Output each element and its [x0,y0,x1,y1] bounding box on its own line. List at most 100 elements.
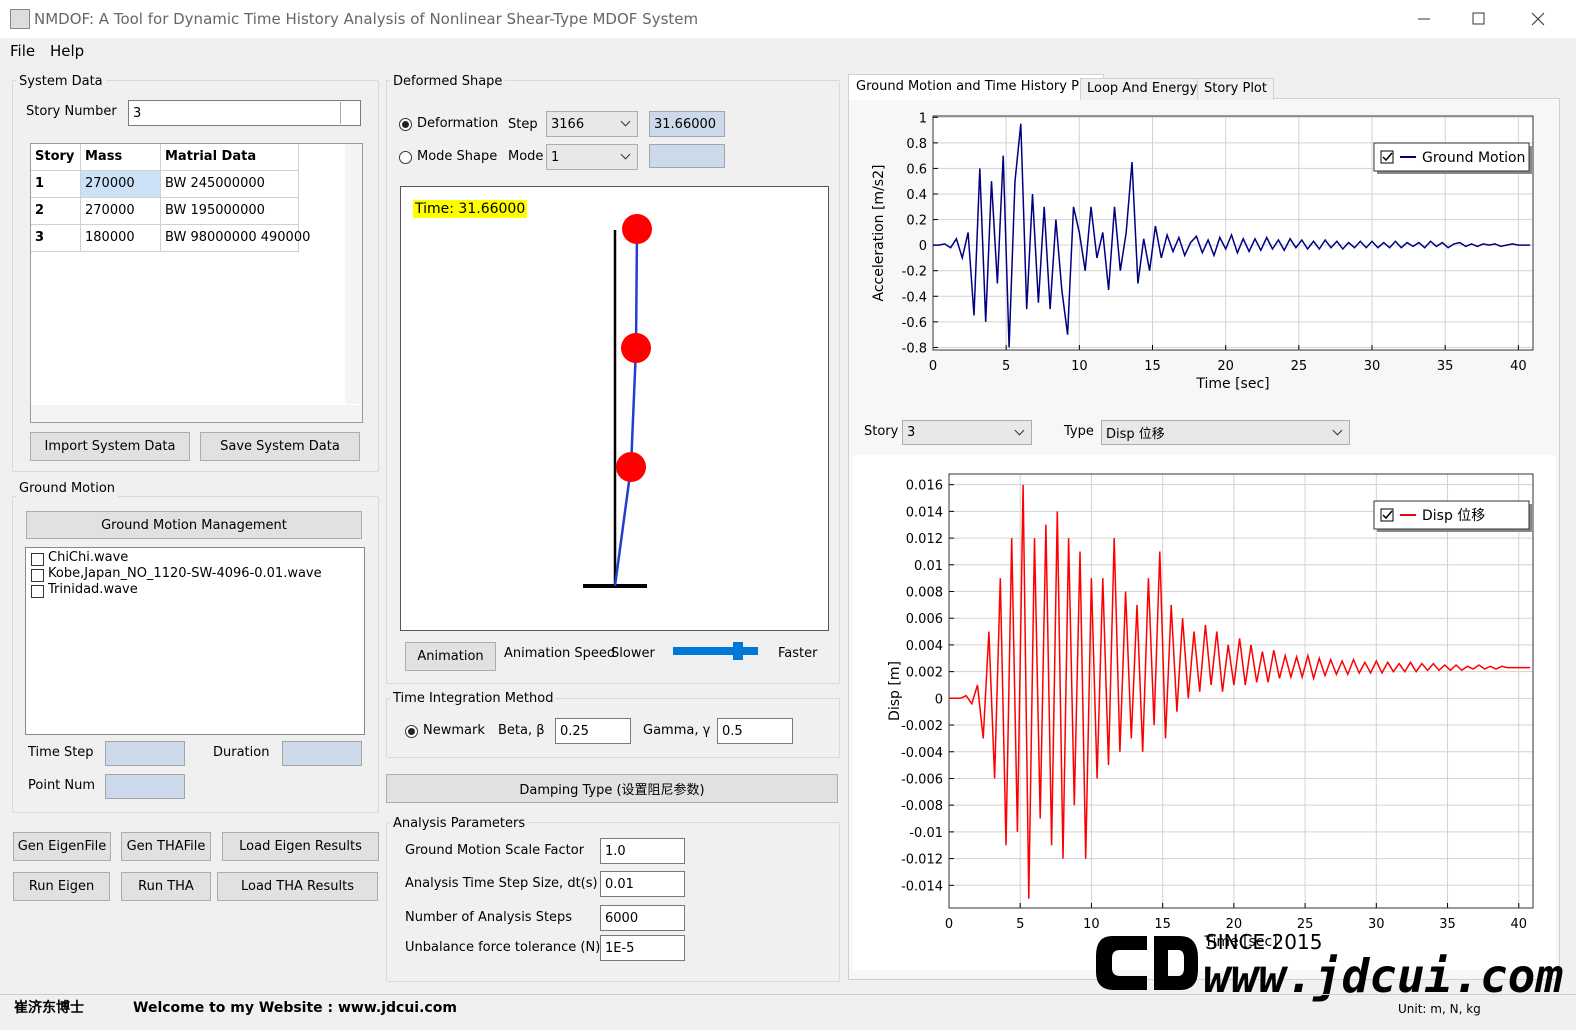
deformation-radio[interactable] [399,118,412,131]
legend-box [1373,142,1530,172]
duration-input[interactable] [282,741,362,766]
file-name: Trinidad.wave [48,582,138,597]
value: 3 [133,105,142,121]
scrollbar[interactable] [345,144,362,404]
label: Slower [611,646,655,661]
action-button[interactable]: Gen EigenFile [13,832,111,861]
file-checkbox[interactable] [31,553,44,566]
y-tick-label: 0.4 [906,188,927,203]
time-step-input[interactable] [105,741,185,766]
floor-mass [616,452,646,482]
status-text: www.jdcui.com [338,1000,457,1016]
y-tick-label: 0.008 [906,586,943,601]
x-tick-label: 40 [1510,917,1527,932]
step-combo[interactable]: 3166 [546,111,638,137]
mode-shape-radio[interactable] [399,151,412,164]
table-cell[interactable]: 3 [31,225,81,252]
tab[interactable]: Story Plot [1197,78,1274,100]
menu-file[interactable]: File [10,42,36,60]
save-button[interactable]: Save System Data [200,432,360,461]
label: Mode Shape [417,149,498,164]
legend-box [1373,500,1530,530]
animation-button[interactable]: Animation [405,642,496,671]
action-button[interactable]: Run Eigen [13,872,110,901]
tab[interactable]: Loop And Energy [1080,78,1205,100]
legend-check [1382,152,1393,162]
x-tick-label: 40 [1510,359,1527,374]
label: Deformation [417,116,499,131]
table-cell[interactable]: BW 245000000 [161,171,299,198]
y-tick-label: -0.004 [901,746,943,761]
label: Faster [778,646,818,661]
system-data-group [12,80,379,472]
table-cell[interactable]: 180000 [81,225,161,252]
import-button[interactable]: Import System Data [30,432,190,461]
y-tick-label: 0.012 [906,532,943,547]
point-num-input[interactable] [105,774,185,799]
action-button[interactable]: Load THA Results [217,872,378,901]
y-tick-label: 1 [919,111,927,126]
y-tick-label: 0.006 [906,612,943,627]
window-controls[interactable] [1418,0,1568,38]
x-tick-label: 30 [1368,917,1385,932]
table-cell[interactable]: 270000 [81,171,161,198]
gm-management-button[interactable]: Ground Motion Management [26,511,362,539]
time-integration-group [386,698,840,758]
table-cell[interactable]: BW 98000000 490000 [161,225,310,252]
field-input[interactable]: 1E-5 [600,935,685,961]
value: 6000 [605,910,639,926]
file-checkbox[interactable] [31,585,44,598]
column-header: Matrial Data [161,144,299,171]
spin-buttons[interactable] [340,102,359,124]
label: Animation Speed [504,646,616,661]
group-title: System Data [16,73,106,91]
column-header: Story [31,144,81,171]
field-input[interactable]: 1.0 [600,838,685,864]
slider-thumb[interactable] [733,642,743,660]
action-button[interactable]: Gen THAFile [121,832,211,861]
beta-input[interactable]: 0.25 [555,718,631,744]
menu-help[interactable]: Help [50,42,85,60]
value: 3 [907,425,916,440]
y-axis-label: Disp [m] [887,661,903,721]
field-label: Number of Analysis Steps [405,910,573,925]
y-tick-label: 0 [919,239,927,254]
action-button[interactable]: Load Eigen Results [222,832,379,861]
table-cell[interactable]: 2 [31,198,81,225]
y-tick-label: -0.002 [901,719,943,734]
table-cell[interactable]: 1 [31,171,81,198]
label: Time Step [28,745,94,760]
tab-active[interactable]: Ground Motion and Time History Plot [848,74,1104,100]
legend-check [1382,510,1393,520]
table-cell[interactable]: 270000 [81,198,161,225]
table-cell[interactable]: BW 195000000 [161,198,299,225]
newmark-radio[interactable] [405,725,418,738]
mode-combo[interactable]: 1 [546,144,638,170]
x-tick-label: 30 [1364,359,1381,374]
type-combo[interactable]: Disp 位移 [1101,420,1350,445]
scrollbar[interactable] [31,405,362,422]
close-button[interactable] [1531,12,1545,26]
watermark-since: SINCE 2015 [1205,930,1323,954]
story-combo[interactable]: 3 [902,420,1032,445]
file-checkbox[interactable] [31,569,44,582]
value: 1 [551,149,560,165]
y-tick-label: 0.004 [906,639,943,654]
field-input[interactable]: 6000 [600,905,685,931]
story-number-input[interactable]: 3 [128,100,361,126]
x-tick-label: 35 [1439,917,1456,932]
value: 0.25 [560,723,589,739]
speed-slider[interactable] [673,647,758,655]
label: Story [864,424,899,439]
damping-button[interactable]: Damping Type (设置阻尼参数) [386,774,838,803]
gamma-input[interactable]: 0.5 [717,718,793,744]
action-button[interactable]: Run THA [121,872,211,901]
y-tick-label: 0.002 [906,666,943,681]
y-tick-label: -0.2 [902,265,927,280]
window-title: NMDOF: A Tool for Dynamic Time History A… [34,10,699,28]
plot-border [932,115,1534,351]
maximize-button[interactable] [1472,12,1485,25]
field-input[interactable]: 0.01 [600,871,685,897]
file-list: ChiChi.wave Kobe,Japan_NO_1120-SW-4096-0.… [25,547,365,735]
value: 3166 [551,116,585,132]
